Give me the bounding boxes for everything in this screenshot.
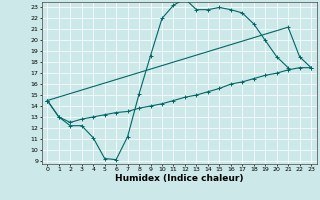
X-axis label: Humidex (Indice chaleur): Humidex (Indice chaleur): [115, 174, 244, 183]
